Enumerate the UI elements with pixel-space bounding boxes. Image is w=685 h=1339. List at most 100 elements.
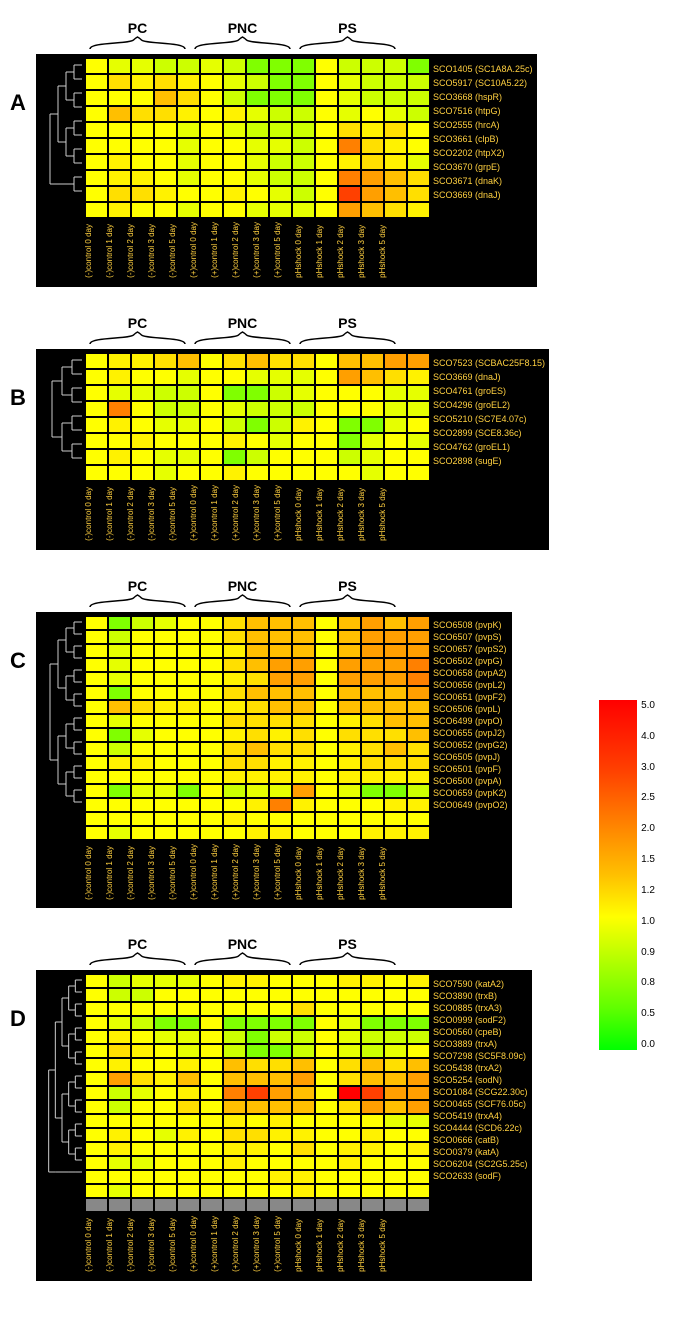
- column-label: pHshock 0 day: [295, 222, 316, 281]
- heatmap-cell: [315, 465, 338, 481]
- heatmap-cell: [361, 1170, 384, 1184]
- panel-content: PCPNCPSSCO6508 (pvpK)SCO6507 (pvpS)SCO06…: [36, 578, 512, 909]
- heatmap-cell: [292, 154, 315, 170]
- heatmap-cell: [154, 756, 177, 770]
- heatmap-cell: [315, 798, 338, 812]
- heatmap-cell: [108, 728, 131, 742]
- heatmap-cell: [338, 756, 361, 770]
- heatmap-cell: [177, 700, 200, 714]
- heatmap-cell: [246, 798, 269, 812]
- heatmap-cell: [361, 74, 384, 90]
- heatmap-cell: [269, 122, 292, 138]
- heatmap-cell: [315, 784, 338, 798]
- heatmap-cell: [131, 1016, 154, 1030]
- heatmap-cell: [200, 974, 223, 988]
- heatmap-cell: [292, 1058, 315, 1072]
- heatmap-cell: [223, 784, 246, 798]
- row-label: SCO7516 (htpG): [430, 104, 533, 118]
- heatmap-cell: [223, 700, 246, 714]
- heatmap-cell: [384, 784, 407, 798]
- colorbar-gradient: [599, 700, 637, 1050]
- heatmap-cell: [177, 714, 200, 728]
- heatmap-cell: [338, 686, 361, 700]
- heatmap-cell: [200, 798, 223, 812]
- group-label-text: PS: [338, 936, 357, 952]
- heatmap-cell: [154, 1058, 177, 1072]
- heatmap-cell: [361, 812, 384, 826]
- heatmap-cell: [200, 58, 223, 74]
- heatmap-cell: [223, 1156, 246, 1170]
- heatmap-cell: [131, 170, 154, 186]
- heatmap-cell: [315, 369, 338, 385]
- heatmap-cell: [407, 798, 430, 812]
- column-label: (-)control 5 day: [169, 485, 190, 544]
- heatmap-cell: [200, 1156, 223, 1170]
- heatmap-cell: [177, 74, 200, 90]
- heatmap-cell: [200, 154, 223, 170]
- heatmap-cell: [85, 202, 108, 218]
- heatmap-cell: [154, 974, 177, 988]
- heatmap-cell: [315, 90, 338, 106]
- heatmap-cell: [338, 74, 361, 90]
- heatmap-bg: SCO6508 (pvpK)SCO6507 (pvpS)SCO0657 (pvp…: [36, 612, 512, 844]
- heatmap-cell: [131, 826, 154, 840]
- heatmap-cell: [338, 812, 361, 826]
- heatmap-cell: [338, 630, 361, 644]
- group-label: PNC: [190, 315, 295, 349]
- heatmap-cell: [223, 58, 246, 74]
- heatmap-cell: [269, 686, 292, 700]
- brace-icon: [88, 331, 187, 345]
- heatmap-cell: [154, 465, 177, 481]
- column-label: (+)control 0 day: [190, 222, 211, 281]
- heatmap-cell: [384, 1170, 407, 1184]
- heatmap-cell: [108, 353, 131, 369]
- heatmap-cell: [269, 138, 292, 154]
- heatmap-cell: [131, 700, 154, 714]
- heatmap-cell: [384, 1016, 407, 1030]
- heatmap-cell: [292, 616, 315, 630]
- heatmap-cell: [131, 106, 154, 122]
- heatmap-cell: [154, 58, 177, 74]
- heatmap-cell: [154, 401, 177, 417]
- heatmap-cell: [200, 186, 223, 202]
- heatmap-cell: [407, 826, 430, 840]
- heatmap-cell: [384, 154, 407, 170]
- heatmap-cell: [177, 401, 200, 417]
- heatmap-cell: [223, 417, 246, 433]
- heatmap-cell: [292, 1030, 315, 1044]
- heatmap-cell: [154, 798, 177, 812]
- row-label: SCO5254 (sodN): [430, 1074, 528, 1086]
- heatmap-cell: [292, 714, 315, 728]
- heatmap-cell: [407, 630, 430, 644]
- heatmap-cell: [292, 1044, 315, 1058]
- column-labels-bg: (-)control 0 day(-)control 1 day(-)contr…: [36, 222, 537, 287]
- heatmap-cell: [315, 401, 338, 417]
- heatmap-cell: [292, 1156, 315, 1170]
- heatmap-cell: [131, 658, 154, 672]
- heatmap-block: SCO7523 (SCBAC25F8.15)SCO3669 (dnaJ)SCO4…: [36, 349, 549, 485]
- column-label: pHshock 1 day: [316, 222, 337, 281]
- heatmap-cell: [246, 700, 269, 714]
- heatmap-cell: [108, 1002, 131, 1016]
- heatmap-cell: [131, 686, 154, 700]
- heatmap-cell: [131, 1170, 154, 1184]
- heatmap-cell: [315, 122, 338, 138]
- row-label: SCO0657 (pvpS2): [430, 644, 508, 656]
- heatmap-cell: [407, 138, 430, 154]
- heatmap-cell: [384, 1156, 407, 1170]
- heatmap-cell: [108, 138, 131, 154]
- heatmap-cell: [108, 465, 131, 481]
- column-label: (-)control 3 day: [148, 844, 169, 903]
- heatmap-cell: [246, 401, 269, 417]
- heatmap-cell: [154, 1184, 177, 1198]
- heatmap-cell: [407, 756, 430, 770]
- heatmap-cell: [292, 385, 315, 401]
- column-label: (+)control 5 day: [274, 844, 295, 903]
- heatmap-cell: [177, 1170, 200, 1184]
- heatmap-cell: [246, 616, 269, 630]
- heatmap-cell: [315, 728, 338, 742]
- heatmap-cell: [131, 385, 154, 401]
- row-labels: SCO7523 (SCBAC25F8.15)SCO3669 (dnaJ)SCO4…: [430, 353, 545, 481]
- heatmap-cell: [269, 784, 292, 798]
- row-label: SCO0649 (pvpO2): [430, 800, 508, 812]
